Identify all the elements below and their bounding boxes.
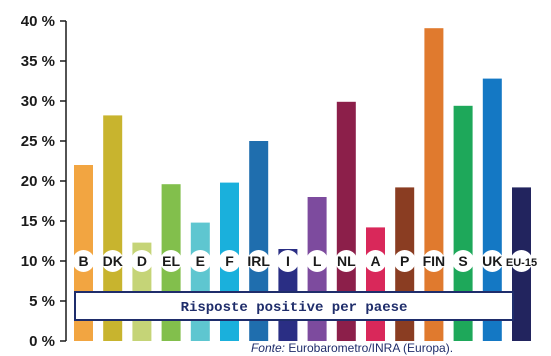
category-label: I <box>286 253 290 269</box>
category-label: UK <box>482 253 502 269</box>
y-tick-label: 25 % <box>21 133 55 150</box>
source-label: Fonte: <box>251 341 285 355</box>
bar-e <box>190 222 210 341</box>
category-label-bg <box>364 250 387 272</box>
category-label-bg <box>276 250 299 272</box>
bar-uk <box>482 78 502 341</box>
category-label-bg <box>189 250 212 272</box>
category-label-bg <box>481 250 504 272</box>
category-label-bg <box>306 250 329 272</box>
category-label: EU-15 <box>506 257 537 269</box>
category-label: L <box>313 253 322 269</box>
category-label: IRL <box>247 253 270 269</box>
y-axis: 0 % 5 % 10 % 15 % 20 % 25 % 30 % 35 % 40 % <box>21 13 67 350</box>
category-label: FIN <box>423 253 446 269</box>
category-label: F <box>225 253 234 269</box>
legend-text: Risposte positive per paese <box>181 300 408 316</box>
category-label-bg <box>452 250 475 272</box>
category-labels: B DK D EL E F IRL I L NL A P FIN S UK EU-15 <box>72 250 537 272</box>
category-label: D <box>137 253 147 269</box>
bar-a <box>366 227 385 341</box>
y-tick-label: 5 % <box>29 293 55 310</box>
category-label-bg <box>393 250 416 272</box>
category-label: B <box>78 253 88 269</box>
category-label: NL <box>337 253 356 269</box>
category-label-bg <box>130 250 153 272</box>
category-label-bg <box>510 250 533 272</box>
category-label: S <box>458 253 467 269</box>
category-label: A <box>370 253 380 269</box>
y-tick-label: 10 % <box>21 253 55 270</box>
bar-dk <box>103 115 123 342</box>
y-tick-label: 40 % <box>21 13 55 30</box>
legend-box: Risposte positive per paese <box>74 291 514 321</box>
y-tick-label: 35 % <box>21 53 55 70</box>
category-label: P <box>400 253 409 269</box>
category-label-bg <box>72 250 95 272</box>
y-tick-label: 20 % <box>21 173 55 190</box>
source-note: Fonte: Eurobarometro/INRA (Europa). <box>251 341 453 355</box>
category-label-bg <box>335 250 358 272</box>
category-label-bg <box>422 250 445 272</box>
category-label-bg <box>160 250 183 272</box>
category-label-bg <box>218 250 241 272</box>
y-tick-label: 0 % <box>29 333 55 350</box>
category-label-bg <box>101 250 124 272</box>
category-label: DK <box>103 253 123 269</box>
bar-s <box>453 105 473 341</box>
source-text: Eurobarometro/INRA (Europa). <box>288 341 453 355</box>
y-tick-label: 15 % <box>21 213 55 230</box>
bar-nl <box>336 101 356 341</box>
category-label: EL <box>162 253 180 269</box>
category-label-bg <box>247 250 270 272</box>
category-label: E <box>196 253 205 269</box>
y-tick-label: 30 % <box>21 93 55 110</box>
